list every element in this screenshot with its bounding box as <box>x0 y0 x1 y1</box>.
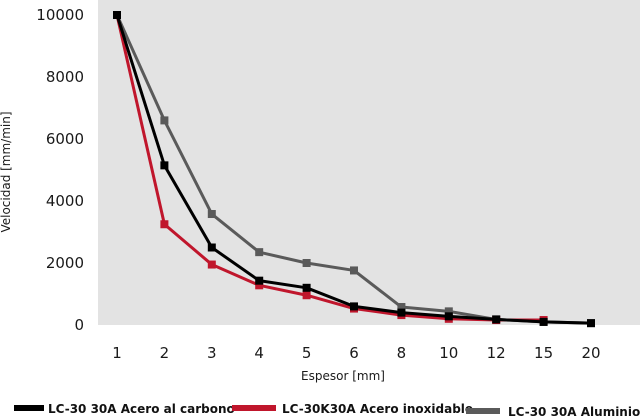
data-point <box>350 266 358 275</box>
data-point <box>444 307 453 316</box>
legend-label: LC-30 30A Acero al carbono <box>48 402 235 416</box>
legend-swatch <box>466 408 500 414</box>
plot-area <box>98 0 640 327</box>
data-point <box>255 281 264 290</box>
series-layer <box>113 11 595 328</box>
data-point <box>113 11 121 19</box>
data-point <box>207 210 216 219</box>
data-point <box>160 220 169 229</box>
series-line <box>115 14 544 322</box>
x-tick-label: 5 <box>302 344 312 362</box>
x-tick-label: 15 <box>534 344 553 362</box>
data-point <box>207 243 216 252</box>
data-point <box>587 319 595 328</box>
data-point <box>302 291 311 300</box>
plot-background <box>98 0 640 326</box>
legend: LC-30 30A Acero al carbono LC-30K30A Acer… <box>14 402 640 419</box>
y-axis-ticks: 0 2000 4000 6000 8000 10000 <box>36 6 84 334</box>
y-tick-label: 6000 <box>46 130 84 148</box>
legend-swatch <box>14 405 44 411</box>
y-tick-label: 8000 <box>46 68 84 86</box>
legend-label: LC-30K30A Acero inoxidable <box>282 402 473 416</box>
data-point <box>255 248 264 257</box>
x-tick-label: 1 <box>112 344 122 362</box>
data-point <box>397 303 406 312</box>
data-point <box>302 283 311 292</box>
legend-label: LC-30 30A Aluminio <box>508 405 640 419</box>
data-point <box>160 161 169 170</box>
data-point <box>539 317 548 326</box>
legend-swatch <box>232 405 276 411</box>
x-tick-label: 4 <box>254 344 264 362</box>
x-tick-label: 12 <box>487 344 506 362</box>
y-tick-label: 4000 <box>46 192 84 210</box>
y-axis-label: Velocidad [mm/min] <box>0 111 13 232</box>
x-tick-label: 3 <box>207 344 217 362</box>
data-point <box>444 312 453 321</box>
x-tick-label: 2 <box>160 344 170 362</box>
series-group <box>113 11 595 328</box>
x-tick-label: 20 <box>581 344 600 362</box>
x-axis-label: Espesor [mm] <box>301 369 385 383</box>
x-tick-label: 6 <box>349 344 359 362</box>
y-tick-label: 10000 <box>36 6 84 24</box>
data-point <box>397 308 406 317</box>
data-point <box>492 315 501 324</box>
x-tick-label: 10 <box>439 344 458 362</box>
data-point <box>255 276 264 285</box>
y-tick-label: 2000 <box>46 254 84 272</box>
y-tick-label: 0 <box>74 316 84 334</box>
x-tick-label: 8 <box>397 344 407 362</box>
data-point <box>207 260 216 269</box>
data-point <box>350 302 358 311</box>
data-point <box>160 116 169 125</box>
x-axis-ticks: 1 2 3 4 5 6 8 10 12 15 20 <box>112 326 601 362</box>
data-point <box>302 259 311 267</box>
